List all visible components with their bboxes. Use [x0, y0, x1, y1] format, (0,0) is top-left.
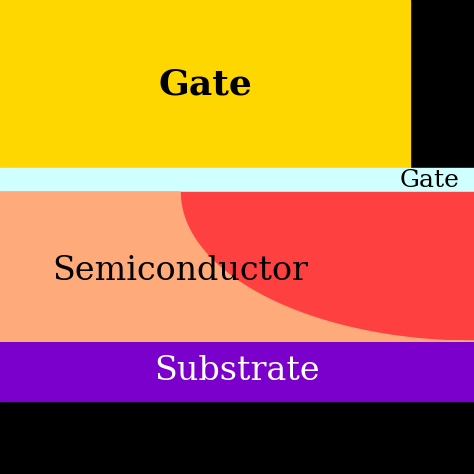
Text: Substrate: Substrate — [154, 355, 320, 387]
Polygon shape — [0, 192, 474, 341]
Bar — [0, 341, 474, 401]
Text: Semiconductor: Semiconductor — [52, 255, 308, 287]
Text: Gate: Gate — [158, 67, 252, 101]
Bar — [0, 0, 410, 168]
Bar — [0, 192, 474, 341]
Text: Gate: Gate — [400, 169, 460, 191]
Bar — [0, 168, 474, 192]
